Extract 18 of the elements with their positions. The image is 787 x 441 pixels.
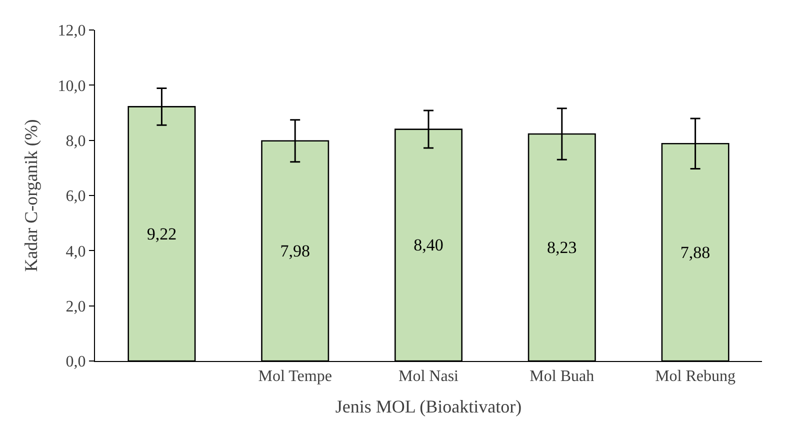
x-tick-label: Mol Nasi	[398, 368, 460, 386]
y-tick-label: 10,0	[58, 78, 86, 95]
data-label: 7,98	[280, 241, 310, 260]
x-axis-title: Jenis MOL (Bioaktivator)	[335, 396, 522, 416]
y-tick-label: 12,0	[58, 22, 86, 40]
data-label: 8,40	[414, 236, 444, 255]
y-tick-label: 8,0	[66, 132, 86, 150]
y-tick-label: 6,0	[66, 188, 86, 206]
y-axis-title: Kadar C-organik (%)	[21, 119, 41, 272]
x-tick-label: Mol Tempe	[258, 368, 332, 386]
y-tick-label: 4,0	[66, 243, 86, 260]
y-tick-label: 2,0	[66, 298, 86, 316]
y-tick-label: 0,0	[66, 354, 86, 371]
x-tick-label: Mol Rebung	[655, 368, 736, 386]
data-label: 7,88	[680, 242, 710, 262]
data-label: 8,23	[547, 238, 577, 257]
x-tick-label: Mol Buah	[530, 368, 594, 386]
data-label: 9,22	[146, 224, 177, 244]
